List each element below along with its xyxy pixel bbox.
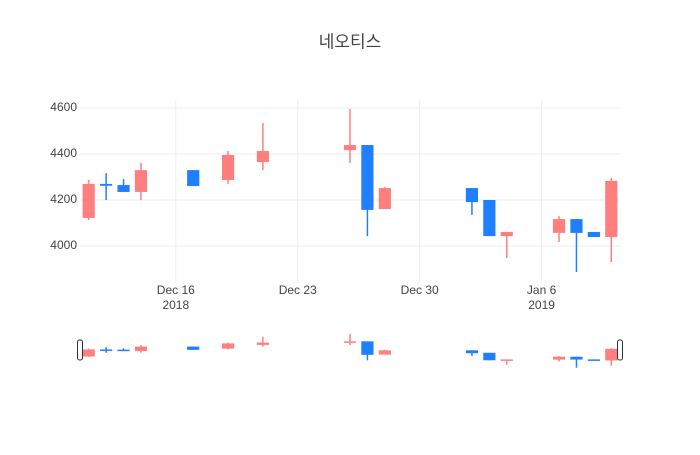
candle-body: [378, 350, 391, 355]
candle-body: [187, 170, 200, 186]
y-tick-label: 4200: [50, 192, 77, 206]
candle-body: [134, 346, 148, 352]
candle-body: [100, 183, 113, 186]
candle-body: [361, 145, 374, 210]
candle-body: [605, 180, 618, 238]
candle-body: [256, 151, 269, 163]
candle-body: [343, 145, 357, 151]
candle-body: [378, 188, 391, 209]
candle-body: [465, 350, 479, 354]
chart-title: 네오티스: [319, 32, 382, 51]
candle-body: [187, 346, 200, 350]
candle-body: [256, 342, 269, 345]
candle-body: [221, 343, 235, 349]
candle-body: [82, 349, 95, 357]
candle-body: [552, 356, 566, 360]
x-tick-year: 2019: [528, 298, 555, 312]
rangeslider-handle[interactable]: [77, 339, 83, 361]
candle-body: [343, 341, 357, 343]
candle-body: [483, 352, 496, 361]
candle-body: [570, 356, 583, 360]
x-tick-label: Jan 6: [527, 283, 557, 297]
x-tick-label: Dec 30: [401, 283, 439, 297]
candle-body: [587, 231, 600, 238]
x-tick-label: Dec 23: [279, 283, 317, 297]
candle-body: [221, 154, 235, 181]
candle-body: [82, 183, 95, 218]
candle-body: [500, 231, 513, 237]
candle-body: [100, 349, 113, 351]
rangeslider-handle[interactable]: [617, 339, 623, 361]
x-tick-year: 2018: [162, 298, 189, 312]
candle-body: [587, 359, 600, 361]
x-tick-label: Dec 16: [157, 283, 195, 297]
candle-body: [361, 341, 374, 355]
y-tick-label: 4600: [50, 100, 77, 114]
candle-body: [552, 219, 566, 233]
y-tick-label: 4000: [50, 238, 77, 252]
candle-body: [465, 188, 479, 203]
candle-body: [117, 185, 130, 192]
candle-body: [500, 359, 513, 361]
y-tick-label: 4400: [50, 146, 77, 160]
candle-body: [570, 219, 583, 233]
candle-body: [134, 170, 148, 192]
candle-body: [483, 200, 496, 237]
candle-body: [605, 348, 618, 361]
candle-body: [117, 349, 130, 352]
